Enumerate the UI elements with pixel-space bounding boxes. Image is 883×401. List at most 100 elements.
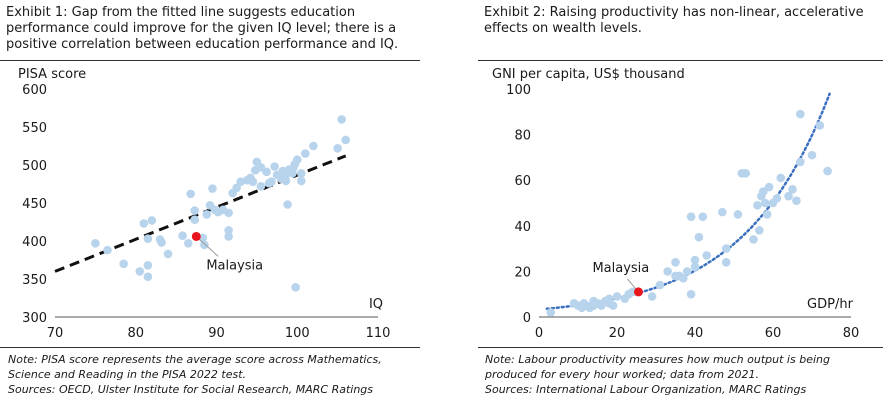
x-tick-label: 80 <box>843 326 860 341</box>
data-point <box>772 194 782 203</box>
exhibit-2-panel: Exhibit 2: Raising productivity has non-… <box>455 0 883 401</box>
data-point <box>292 155 302 164</box>
x-tick-label: 20 <box>609 326 626 341</box>
data-point <box>186 189 195 199</box>
x-tick-label: 110 <box>366 326 391 341</box>
data-point <box>301 149 310 158</box>
data-point <box>694 232 704 242</box>
data-point <box>698 212 708 221</box>
data-point <box>792 196 801 206</box>
data-point <box>224 226 233 235</box>
data-point <box>103 245 112 255</box>
data-point <box>815 121 825 130</box>
malaysia-label: Malaysia <box>592 261 649 276</box>
y-tick-label: 600 <box>22 83 47 98</box>
data-point <box>135 267 145 276</box>
data-point <box>291 283 300 292</box>
x-axis-title: GDP/hr <box>807 297 854 312</box>
exhibit-2-bottom-rule <box>478 347 883 348</box>
y-tick-label: 350 <box>22 273 47 288</box>
data-point <box>232 183 241 193</box>
data-point <box>755 226 764 235</box>
data-point <box>612 292 622 301</box>
y-tick-label: 0 <box>523 311 531 326</box>
malaysia-point <box>633 287 643 297</box>
y-tick-label: 500 <box>22 159 47 174</box>
exhibit-2-note: Note: Labour productivity measures how m… <box>485 353 830 381</box>
exhibit-1-title-rule <box>0 60 420 61</box>
y-tick-label: 450 <box>22 197 47 212</box>
data-point <box>283 200 292 209</box>
y-tick-label: 100 <box>506 83 531 98</box>
data-point <box>200 240 209 250</box>
data-point <box>190 206 199 215</box>
data-point <box>147 216 157 225</box>
exhibit-1-notes: Note: PISA score represents the average … <box>8 352 423 397</box>
data-point <box>208 184 217 193</box>
data-point <box>663 267 672 276</box>
data-point <box>183 238 193 248</box>
data-point <box>202 210 212 219</box>
y-tick-label: 400 <box>22 235 47 250</box>
data-point <box>143 261 153 270</box>
data-point <box>679 273 688 283</box>
data-point <box>190 215 199 225</box>
data-point <box>163 249 173 259</box>
data-point <box>546 308 555 317</box>
y-tick-label: 20 <box>514 265 531 280</box>
trendline <box>54 154 347 273</box>
exhibit-1-panel: Exhibit 1: Gap from the fitted line sugg… <box>0 0 430 401</box>
data-point <box>236 177 246 187</box>
x-tick-label: 70 <box>47 326 64 341</box>
data-point <box>702 251 711 260</box>
data-point <box>647 292 657 301</box>
data-point <box>143 272 153 282</box>
y-tick-label: 300 <box>22 311 47 326</box>
data-point <box>309 141 318 151</box>
data-point <box>224 208 233 218</box>
data-point <box>119 259 128 269</box>
exhibit-2-notes: Note: Labour productivity measures how m… <box>485 352 883 397</box>
data-point <box>690 262 700 272</box>
data-point <box>224 232 233 241</box>
malaysia-leader-line <box>195 236 219 257</box>
x-axis-title: IQ <box>369 297 383 312</box>
data-point <box>796 157 805 167</box>
data-point <box>608 301 618 310</box>
data-point <box>762 210 772 219</box>
data-point <box>270 162 279 171</box>
data-point <box>741 169 750 178</box>
data-point <box>796 109 805 119</box>
data-point <box>784 191 793 201</box>
data-point <box>686 289 696 299</box>
data-point <box>758 187 768 196</box>
data-point <box>91 238 100 248</box>
data-point <box>296 169 306 178</box>
y-tick-label: 80 <box>514 129 531 144</box>
y-axis-title: GNI per capita, US$ thousand <box>492 67 685 82</box>
data-point <box>764 182 774 192</box>
malaysia-point <box>191 231 201 241</box>
data-point <box>749 235 758 244</box>
data-point <box>760 198 770 208</box>
data-point <box>718 207 727 217</box>
exhibit-2-sources: Sources: International Labour Organizati… <box>485 383 807 396</box>
exhibit-1-sources: Sources: OECD, Ulster Institute for Soci… <box>8 383 374 396</box>
data-point <box>143 234 153 244</box>
data-point <box>296 176 306 186</box>
y-axis-title: PISA score <box>18 67 86 82</box>
data-point <box>333 143 342 153</box>
x-tick-label: 60 <box>765 326 782 341</box>
data-point <box>655 280 665 290</box>
data-point <box>248 177 258 187</box>
data-point <box>686 212 696 221</box>
data-point <box>690 255 700 265</box>
exhibit-2-chart: GNI per capita, US$ thousand GDP/hr 0 20 4… <box>492 67 860 341</box>
y-tick-label: 40 <box>514 220 531 235</box>
data-point <box>262 167 271 177</box>
data-point <box>682 267 692 276</box>
malaysia-label: Malaysia <box>206 258 263 273</box>
data-point <box>823 166 832 176</box>
x-tick-label: 100 <box>285 326 310 341</box>
data-point <box>807 150 817 160</box>
